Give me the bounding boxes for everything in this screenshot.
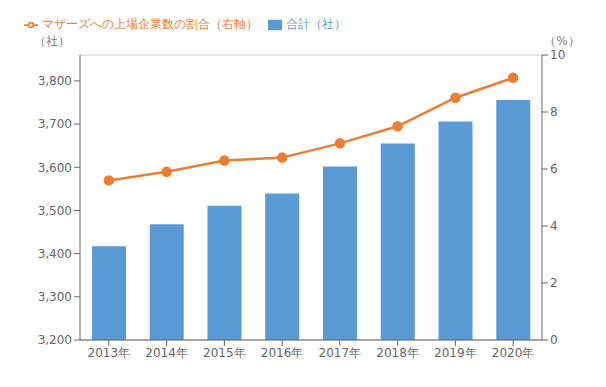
svg-text:3,700: 3,700 xyxy=(38,117,72,131)
svg-text:4: 4 xyxy=(550,219,558,233)
svg-text:2: 2 xyxy=(550,276,558,290)
svg-text:2013年: 2013年 xyxy=(88,346,131,360)
svg-text:2014年: 2014年 xyxy=(145,346,188,360)
svg-text:3,400: 3,400 xyxy=(38,247,72,261)
svg-text:2017年: 2017年 xyxy=(319,346,362,360)
svg-text:0: 0 xyxy=(550,333,558,347)
svg-text:（社）: （社） xyxy=(34,34,70,48)
svg-text:3,200: 3,200 xyxy=(38,333,72,347)
svg-text:8: 8 xyxy=(550,105,558,119)
svg-text:2019年: 2019年 xyxy=(434,346,477,360)
html-text:合計（社）: 合計（社） xyxy=(286,17,346,31)
svg-text:3,600: 3,600 xyxy=(38,161,72,175)
svg-text:10: 10 xyxy=(550,48,565,62)
svg-text:2015年: 2015年 xyxy=(203,346,246,360)
svg-text:2020年: 2020年 xyxy=(492,346,535,360)
svg-text:3,800: 3,800 xyxy=(38,74,72,88)
svg-text:3,500: 3,500 xyxy=(38,204,72,218)
svg-text:2016年: 2016年 xyxy=(261,346,304,360)
svg-text:（%）: （%） xyxy=(544,34,579,48)
svg-text:6: 6 xyxy=(550,162,558,176)
html-text:マザーズへの上場企業数の割合（右軸）: マザーズへの上場企業数の割合（右軸） xyxy=(42,17,258,31)
svg-text:2018年: 2018年 xyxy=(376,346,419,360)
svg-text:3,300: 3,300 xyxy=(38,290,72,304)
